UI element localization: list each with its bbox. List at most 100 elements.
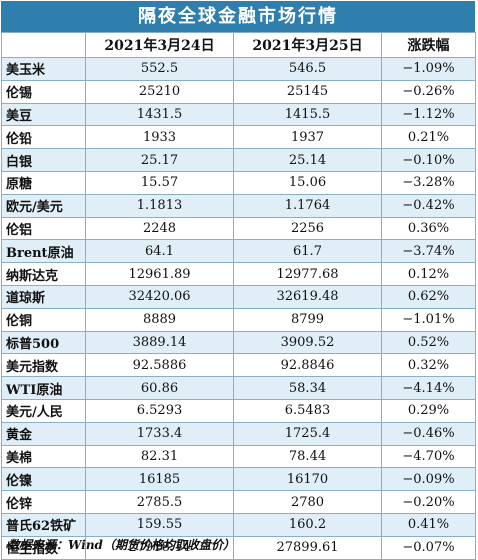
- row-name: 原糖: [1, 170, 86, 195]
- table-row: 美棉 82.31 78.44 −4.70%: [1, 444, 476, 469]
- table-row: 美元指数 92.5886 92.8846 0.32%: [1, 353, 476, 378]
- row-name: 美元/人民: [1, 398, 86, 423]
- row-value-date-1: 25210: [85, 79, 234, 104]
- header-name: [1, 32, 86, 58]
- table-row: 美元/人民 6.5293 6.5483 0.29%: [1, 398, 476, 423]
- row-value-date-1: 92.5886: [85, 353, 234, 378]
- table-row: 伦锌 2785.5 2780 −0.20%: [1, 490, 476, 514]
- table-row: 伦锡 25210 25145 −0.26%: [1, 79, 476, 104]
- row-change: 0.36%: [381, 216, 476, 241]
- row-change: −0.09%: [381, 467, 476, 492]
- row-value-date-2: 16170: [233, 467, 382, 492]
- row-value-date-1: 1431.5: [85, 102, 234, 127]
- row-name: Brent原油: [1, 239, 86, 264]
- table-row: 白银 25.17 25.14 −0.10%: [1, 148, 476, 172]
- table-row: 美玉米 552.5 546.5 −1.09%: [1, 57, 476, 81]
- row-change: 0.41%: [381, 512, 476, 537]
- row-name: 伦铝: [1, 216, 86, 241]
- row-change: −1.01%: [381, 307, 476, 332]
- row-change: 0.62%: [381, 284, 476, 309]
- row-value-date-2: 61.7: [233, 239, 382, 264]
- row-name: 恒生指数: [1, 535, 86, 560]
- table-row: 伦铝 2248 2256 0.36%: [1, 216, 476, 241]
- row-name: 欧元/美元: [1, 193, 86, 218]
- row-name: 伦锡: [1, 79, 86, 104]
- row-value-date-2: 25145: [233, 79, 382, 104]
- row-change: −3.74%: [381, 239, 476, 264]
- row-change: −0.07%: [381, 535, 476, 560]
- row-value-date-1: 15.57: [85, 170, 234, 195]
- row-value-date-2: 546.5: [233, 57, 382, 81]
- row-value-date-1: 32420.06: [85, 284, 234, 309]
- header-row: 2021年3月24日 2021年3月25日 涨跌幅: [1, 32, 476, 58]
- row-change: −1.09%: [381, 57, 476, 81]
- row-name: 美玉米: [1, 57, 86, 81]
- row-change: 0.12%: [381, 262, 476, 286]
- row-name: 标普500: [1, 330, 86, 355]
- row-value-date-2: 2780: [233, 490, 382, 514]
- row-name: 伦镍: [1, 467, 86, 492]
- row-value-date-1: 8889: [85, 307, 234, 332]
- row-name: 伦铜: [1, 307, 86, 332]
- row-change: −1.12%: [381, 102, 476, 127]
- table-row: 伦铜 8889 8799 −1.01%: [1, 307, 476, 332]
- row-value-date-1: 6.5293: [85, 398, 234, 423]
- row-change: 0.21%: [381, 125, 476, 150]
- row-value-date-2: 27899.61: [233, 535, 382, 560]
- row-change: −0.42%: [381, 193, 476, 218]
- header-date-1: 2021年3月24日: [85, 32, 234, 58]
- page-title: 隔夜全球金融市场行情: [1, 1, 475, 32]
- table-row: 伦铅 1933 1937 0.21%: [1, 125, 476, 150]
- row-change: −4.70%: [381, 444, 476, 469]
- row-change: −4.14%: [381, 376, 476, 400]
- table-row: 原糖 15.57 15.06 −3.28%: [1, 170, 476, 195]
- table-row: 普氏62铁矿 159.55 160.2 0.41%: [1, 512, 476, 537]
- row-value-date-2: 160.2: [233, 512, 382, 537]
- row-name: 普氏62铁矿: [1, 512, 86, 537]
- row-value-date-1: 16185: [85, 467, 234, 492]
- row-value-date-2: 2256: [233, 216, 382, 241]
- data-source-note: 数据来源：Wind（期货价格均取收盘价）: [8, 538, 235, 552]
- row-value-date-2: 1.1764: [233, 193, 382, 218]
- row-value-date-2: 1937: [233, 125, 382, 150]
- row-value-date-1: 25.17: [85, 148, 234, 172]
- table-row: WTI原油 60.86 58.34 −4.14%: [1, 376, 476, 400]
- row-value-date-1: 64.1: [85, 239, 234, 264]
- row-change: 0.52%: [381, 330, 476, 355]
- row-value-date-2: 58.34: [233, 376, 382, 400]
- row-change: 0.29%: [381, 398, 476, 423]
- table-row: 恒生指数 27918.14 27899.61 −0.07%: [1, 535, 476, 560]
- row-value-date-2: 1415.5: [233, 102, 382, 127]
- row-value-date-2: 6.5483: [233, 398, 382, 423]
- table-row: 美豆 1431.5 1415.5 −1.12%: [1, 102, 476, 127]
- row-value-date-1: 2785.5: [85, 490, 234, 514]
- row-value-date-2: 12977.68: [233, 262, 382, 286]
- table-row: 纳斯达克 12961.89 12977.68 0.12%: [1, 262, 476, 286]
- row-value-date-2: 15.06: [233, 170, 382, 195]
- row-value-date-1: 3889.14: [85, 330, 234, 355]
- row-name: 黄金: [1, 421, 86, 446]
- row-value-date-1: 552.5: [85, 57, 234, 81]
- row-value-date-1: 1733.4: [85, 421, 234, 446]
- row-value-date-2: 92.8846: [233, 353, 382, 378]
- row-value-date-2: 3909.52: [233, 330, 382, 355]
- row-value-date-1: 82.31: [85, 444, 234, 469]
- table-row: 道琼斯 32420.06 32619.48 0.62%: [1, 284, 476, 309]
- row-name: 纳斯达克: [1, 262, 86, 286]
- row-value-date-2: 1725.4: [233, 421, 382, 446]
- row-value-date-1: 60.86: [85, 376, 234, 400]
- row-value-date-1: 1933: [85, 125, 234, 150]
- row-value-date-2: 8799: [233, 307, 382, 332]
- row-change: −0.20%: [381, 490, 476, 514]
- row-name: 伦锌: [1, 490, 86, 514]
- header-change: 涨跌幅: [381, 32, 476, 58]
- row-name: WTI原油: [1, 376, 86, 400]
- table-row: 伦镍 16185 16170 −0.09%: [1, 467, 476, 492]
- table-row: 标普500 3889.14 3909.52 0.52%: [1, 330, 476, 355]
- row-value-date-1: 159.55: [85, 512, 234, 537]
- table-row: Brent原油 64.1 61.7 −3.74%: [1, 239, 476, 264]
- row-name: 道琼斯: [1, 284, 86, 309]
- row-change: 0.32%: [381, 353, 476, 378]
- row-name: 美棉: [1, 444, 86, 469]
- row-value-date-1: 2248: [85, 216, 234, 241]
